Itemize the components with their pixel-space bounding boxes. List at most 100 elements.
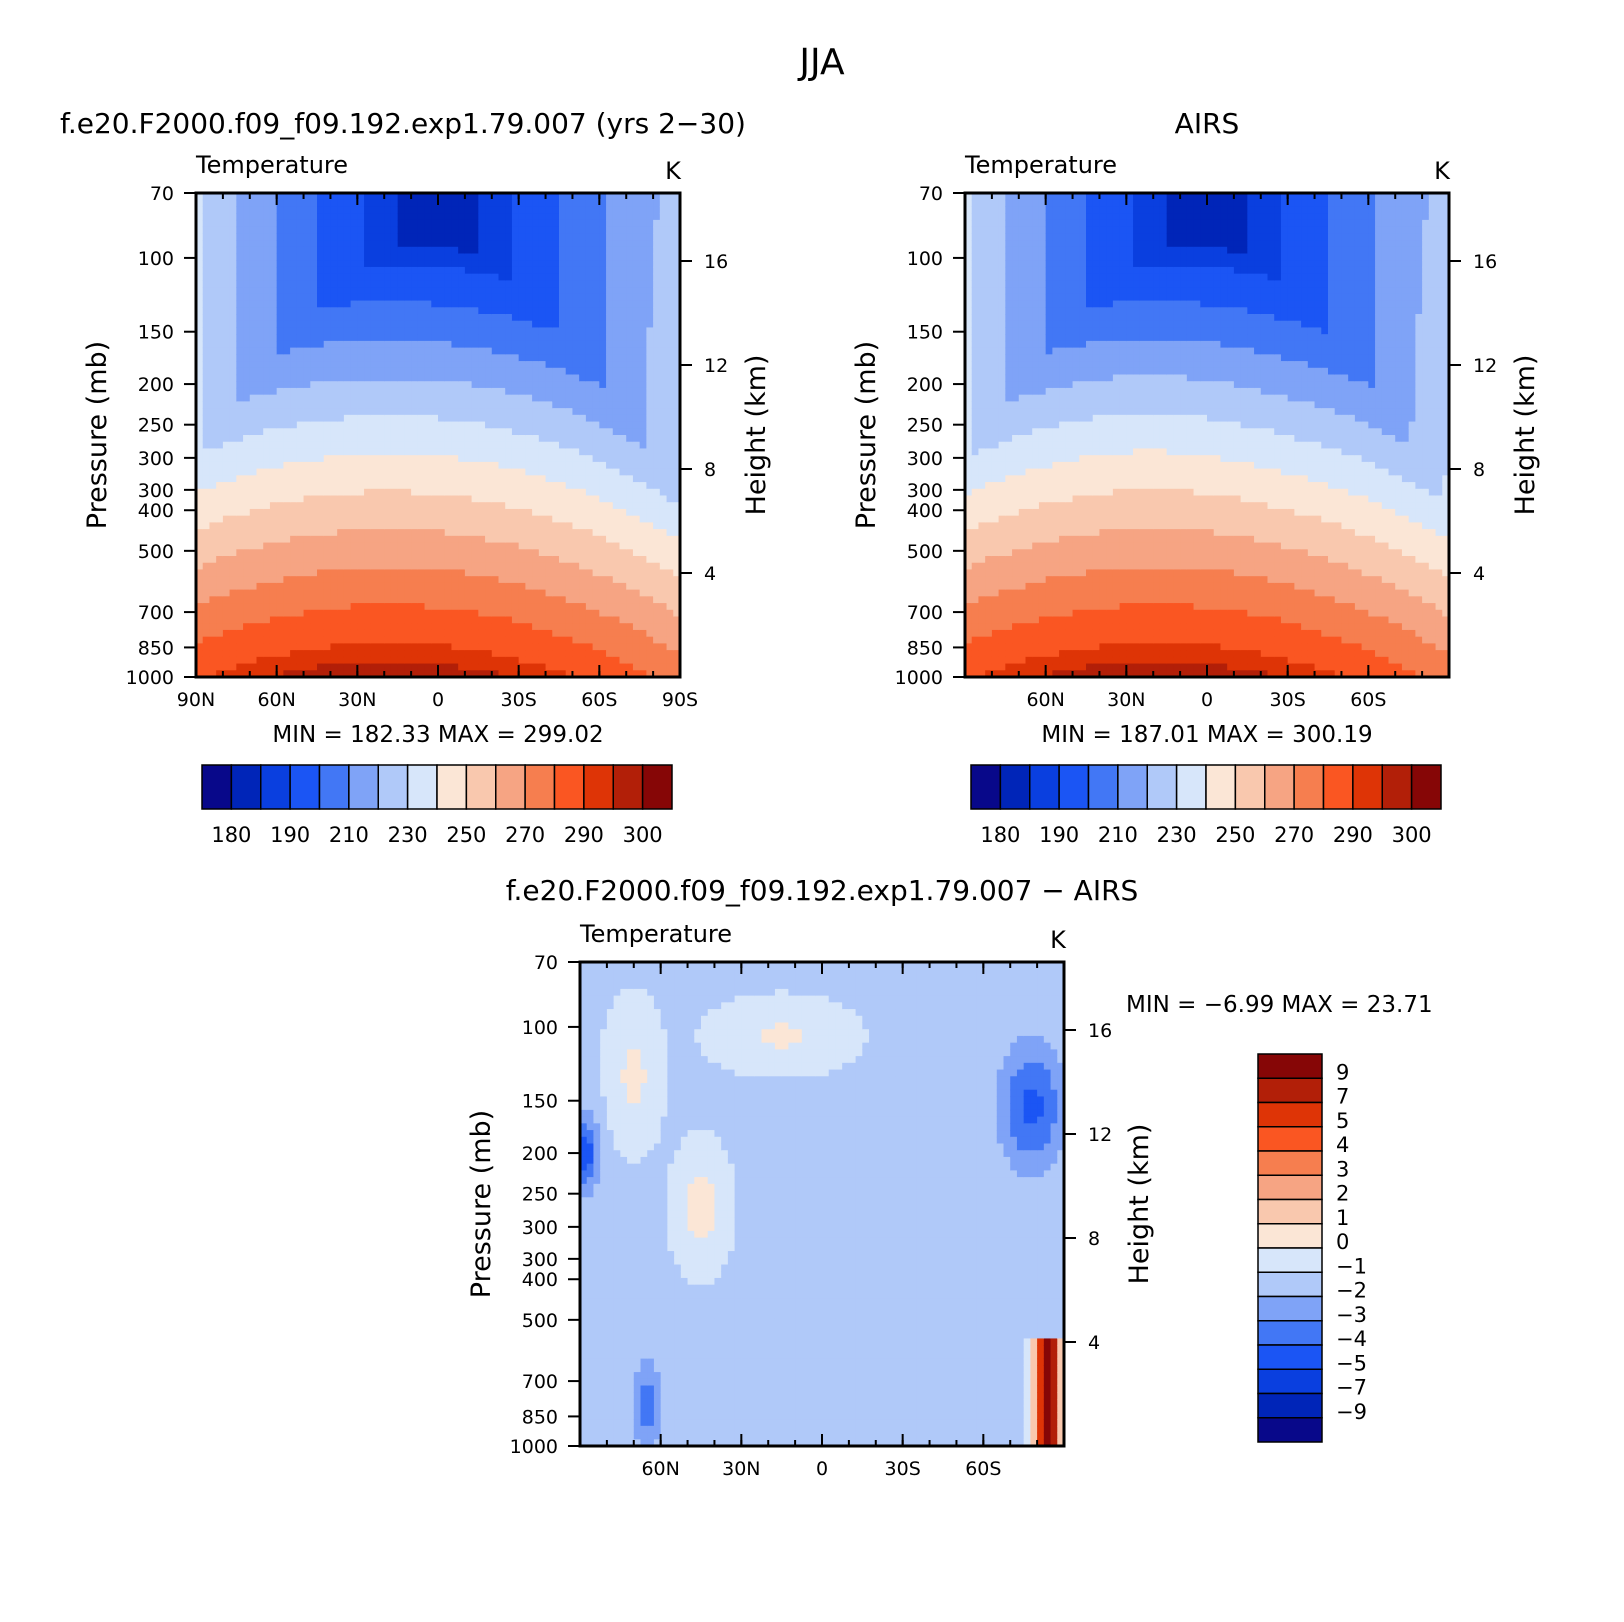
contour-cell	[330, 482, 338, 490]
contour-cell	[639, 354, 647, 362]
contour-cell	[377, 569, 385, 577]
contour-cell	[424, 515, 432, 523]
contour-cell	[599, 219, 607, 228]
contour-cell	[619, 542, 627, 550]
contour-cell	[350, 421, 358, 429]
contour-cell	[491, 529, 500, 537]
contour-cell	[626, 656, 634, 665]
contour-cell	[532, 549, 540, 557]
contour-cell	[592, 387, 600, 396]
contour-cell	[471, 320, 479, 329]
contour-cell	[552, 347, 560, 355]
contour-cell	[390, 670, 399, 677]
contour-cell	[505, 468, 513, 476]
contour-cell	[565, 226, 574, 234]
contour-cell	[249, 226, 258, 234]
contour-cell	[384, 643, 392, 651]
contour-cell	[216, 334, 224, 342]
contour-cell	[511, 293, 520, 302]
contour-cell	[612, 428, 621, 436]
contour-cell	[525, 596, 533, 604]
contour-cell	[653, 428, 661, 436]
contour-cell	[417, 293, 426, 302]
contour-cell	[538, 414, 547, 423]
contour-cell	[249, 596, 258, 604]
contour-cell	[485, 636, 493, 644]
contour-cell	[296, 314, 305, 322]
contour-cell	[269, 616, 278, 624]
contour-cell	[256, 522, 264, 530]
contour-cell	[612, 361, 621, 369]
contour-cell	[411, 414, 419, 423]
contour-cell	[632, 441, 641, 450]
contour-cell	[538, 488, 547, 497]
contour-cell	[478, 193, 486, 201]
contour-cell	[256, 307, 264, 315]
contour-cell	[592, 421, 600, 429]
contour-cell	[559, 253, 567, 261]
contour-cell	[579, 502, 587, 510]
contour-cell	[505, 414, 513, 423]
contour-cell	[390, 461, 399, 470]
contour-cell	[222, 193, 231, 201]
contour-cell	[599, 475, 607, 483]
contour-cell	[458, 206, 466, 214]
contour-cell	[364, 287, 372, 295]
contour-cell	[303, 401, 311, 409]
contour-cell	[337, 663, 345, 671]
contour-cell	[559, 515, 567, 523]
contour-cell	[518, 569, 526, 577]
contour-cell	[323, 206, 332, 214]
contour-cell	[343, 394, 352, 402]
contour-cell	[343, 226, 352, 234]
contour-cell	[592, 502, 600, 510]
contour-cell	[552, 650, 560, 658]
contour-cell	[317, 233, 325, 241]
contour-cell	[545, 663, 553, 671]
contour-cell	[438, 522, 446, 530]
contour-cell	[357, 414, 365, 423]
contour-cell	[209, 515, 217, 523]
contour-field	[196, 193, 680, 677]
contour-cell	[263, 293, 271, 302]
contour-cell	[370, 455, 379, 463]
contour-cell	[451, 448, 459, 456]
contour-cell	[431, 381, 439, 389]
contour-cell	[491, 562, 500, 571]
contour-cell	[424, 193, 432, 201]
contour-cell	[518, 408, 526, 416]
contour-cell	[357, 502, 365, 510]
contour-cell	[471, 650, 479, 658]
contour-cell	[337, 240, 345, 248]
contour-cell	[626, 206, 634, 214]
contour-cell	[444, 273, 453, 281]
contour-cell	[619, 199, 627, 208]
contour-cell	[451, 233, 459, 241]
contour-cell	[377, 455, 385, 463]
contour-cell	[511, 287, 520, 295]
contour-cell	[229, 576, 237, 584]
contour-cell	[599, 293, 607, 302]
contour-cell	[283, 670, 291, 677]
contour-cell	[626, 609, 634, 618]
contour-cell	[599, 482, 607, 490]
contour-cell	[276, 603, 284, 611]
contour-cell	[545, 589, 553, 597]
contour-cell	[310, 374, 318, 382]
contour-cell	[249, 273, 258, 281]
contour-cell	[538, 670, 547, 677]
contour-cell	[511, 408, 520, 416]
contour-cell	[572, 596, 580, 604]
contour-cell	[653, 515, 661, 523]
contour-cell	[592, 495, 600, 503]
contour-cell	[572, 589, 580, 597]
contour-cell	[653, 569, 661, 577]
contour-cell	[518, 556, 526, 564]
contour-cell	[525, 387, 533, 396]
contour-cell	[276, 213, 284, 221]
contour-cell	[612, 448, 621, 456]
contour-cell	[337, 448, 345, 456]
contour-cell	[276, 408, 284, 416]
contour-cell	[653, 314, 661, 322]
contour-cell	[310, 663, 318, 671]
